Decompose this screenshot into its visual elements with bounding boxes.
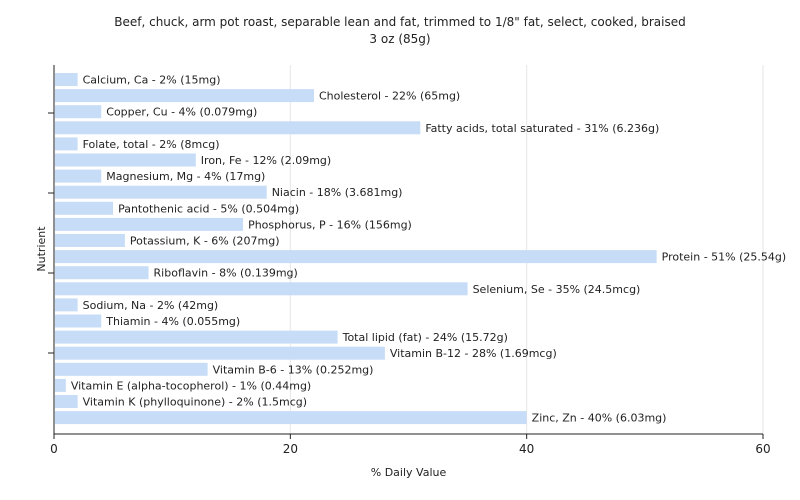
bars: Calcium, Ca - 2% (15mg) Cholesterol - 22%… xyxy=(55,73,786,425)
bar xyxy=(55,282,468,296)
bar xyxy=(55,411,527,425)
bar-label: Folate, total - 2% (8mcg) xyxy=(83,138,220,151)
bar xyxy=(55,121,421,135)
axes: 0 20 40 60 xyxy=(48,65,771,456)
bar xyxy=(55,201,114,215)
bar-label: Vitamin E (alpha-tocopherol) - 1% (0.44m… xyxy=(71,379,311,392)
bar xyxy=(55,362,208,376)
bar xyxy=(55,330,338,344)
chart-title: Beef, chuck, arm pot roast, separable le… xyxy=(0,14,800,48)
bar xyxy=(55,217,244,231)
bar xyxy=(55,266,149,280)
bar-label: Vitamin K (phylloquinone) - 2% (1.5mcg) xyxy=(83,396,307,409)
x-tick-label: 20 xyxy=(283,442,298,456)
bar-label: Niacin - 18% (3.681mg) xyxy=(272,186,403,199)
bar-label: Vitamin B-12 - 28% (1.69mcg) xyxy=(390,347,557,360)
bar-label: Thiamin - 4% (0.055mg) xyxy=(105,315,240,328)
bar-label: Iron, Fe - 12% (2.09mg) xyxy=(201,154,331,167)
bar-label: Magnesium, Mg - 4% (17mg) xyxy=(106,170,265,183)
chart-title-line-1: Beef, chuck, arm pot roast, separable le… xyxy=(114,15,686,29)
bar-label: Fatty acids, total saturated - 31% (6.23… xyxy=(425,122,659,135)
bar-label: Protein - 51% (25.54g) xyxy=(662,251,787,264)
bar-label: Vitamin B-6 - 13% (0.252mg) xyxy=(213,363,374,376)
bar xyxy=(55,314,102,328)
bar-label: Phosphorus, P - 16% (156mg) xyxy=(248,218,412,231)
bar-label: Riboflavin - 8% (0.139mg) xyxy=(154,267,298,280)
x-tick-label: 0 xyxy=(50,442,58,456)
bar-label: Selenium, Se - 35% (24.5mcg) xyxy=(473,283,641,296)
bar-label: Zinc, Zn - 40% (6.03mg) xyxy=(532,412,667,425)
bar-label: Potassium, K - 6% (207mg) xyxy=(130,235,280,248)
x-tick-label: 60 xyxy=(755,442,770,456)
bar-label: Sodium, Na - 2% (42mg) xyxy=(83,299,219,312)
bar xyxy=(55,169,102,183)
bar xyxy=(55,250,657,264)
bar-label: Cholesterol - 22% (65mg) xyxy=(319,90,460,103)
bar xyxy=(55,298,78,312)
x-axis-title: % Daily Value xyxy=(371,466,447,479)
bar xyxy=(55,153,196,167)
bar xyxy=(55,105,102,119)
chart-title-line-2: 3 oz (85g) xyxy=(369,32,431,46)
bar xyxy=(55,89,314,103)
y-axis-title: Nutrient xyxy=(35,226,48,272)
grid-lines xyxy=(289,65,764,434)
bar xyxy=(55,137,78,151)
bar-label: Calcium, Ca - 2% (15mg) xyxy=(83,74,221,87)
bar xyxy=(55,378,66,392)
bar-label: Total lipid (fat) - 24% (15.72g) xyxy=(342,331,508,344)
bar xyxy=(55,185,267,199)
bar-label: Pantothenic acid - 5% (0.504mg) xyxy=(118,202,299,215)
bar xyxy=(55,73,78,86)
x-tick-label: 40 xyxy=(519,442,534,456)
bar xyxy=(55,395,78,408)
bar-label: Copper, Cu - 4% (0.079mg) xyxy=(106,106,257,119)
bar xyxy=(55,234,125,247)
bar xyxy=(55,346,385,360)
